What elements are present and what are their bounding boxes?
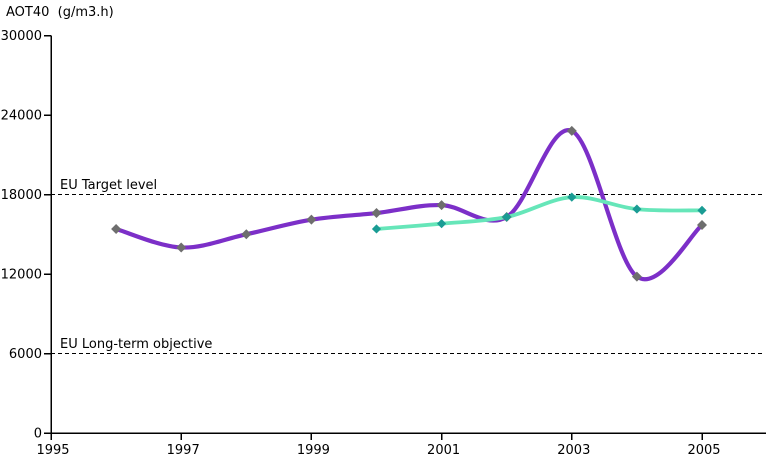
x-tick-label: 1999: [297, 443, 330, 458]
x-tick-label: 2005: [687, 443, 720, 458]
plot-area: 0 6000 12000 18000 24000 30000 1995 1997 1999 200…: [1, 29, 766, 458]
purple-series-marker: [306, 214, 317, 225]
green-series-marker: [697, 205, 707, 215]
y-tick-label: 24000: [1, 109, 42, 124]
x-tick-label: 1995: [36, 443, 69, 458]
x-tick-label: 2003: [557, 443, 590, 458]
y-tick-label: 30000: [1, 29, 42, 44]
eu-long-term-objective-label: EU Long-term objective: [60, 337, 212, 352]
y-tick-label: 0: [34, 427, 42, 442]
purple-series-marker: [176, 242, 187, 253]
purple-series-marker: [436, 200, 447, 211]
purple-series-marker: [111, 223, 122, 234]
x-tick-label: 2001: [427, 443, 460, 458]
green-series-marker: [632, 204, 642, 214]
y-tick-label: 6000: [9, 347, 42, 362]
green-series-marker: [437, 219, 447, 229]
green-series-line: [374, 195, 704, 231]
eu-target-level-label: EU Target level: [60, 178, 157, 193]
green-series-marker: [567, 192, 577, 202]
y-tick-label: 18000: [1, 188, 42, 203]
green-series-marker: [371, 224, 382, 234]
x-tick-label: 1997: [167, 443, 200, 458]
purple-series-marker: [241, 229, 252, 240]
green-series-marker: [502, 212, 512, 222]
y-tick-label: 12000: [1, 268, 42, 283]
purple-series-marker: [631, 271, 642, 282]
chart-title: AOT40 (g/m3.h): [6, 5, 114, 20]
purple-series-marker: [371, 208, 382, 219]
purple-series-marker: [566, 125, 577, 136]
purple-series-marker: [697, 219, 707, 230]
